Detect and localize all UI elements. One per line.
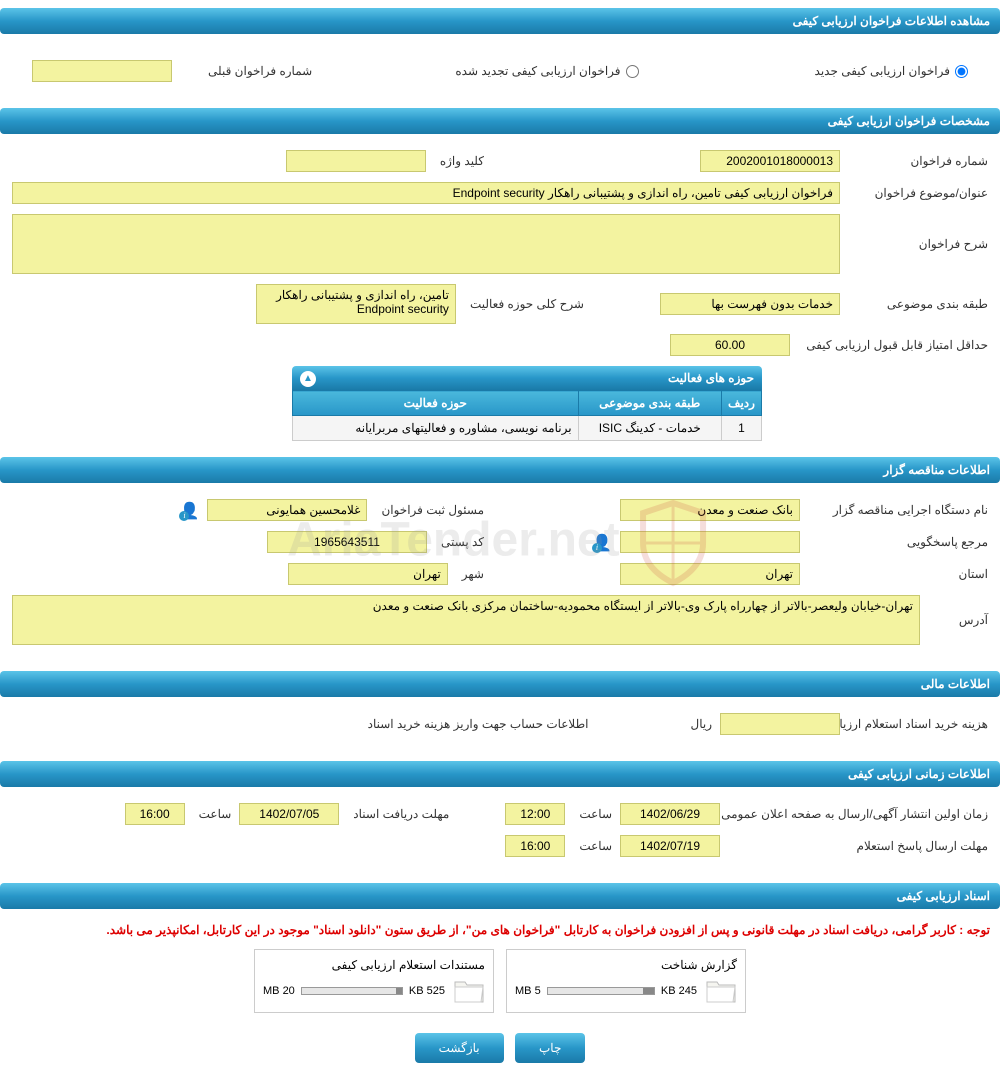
field-doc-deadline-date: 1402/07/05 <box>239 803 339 825</box>
field-subject-class: خدمات بدون فهرست بها <box>660 293 840 315</box>
label-doc-deadline: مهلت دریافت اسناد <box>347 807 449 821</box>
back-button[interactable]: بازگشت <box>415 1033 504 1063</box>
label-time-1: ساعت <box>573 807 612 821</box>
header-view-info: مشاهده اطلاعات فراخوان ارزیابی کیفی <box>0 8 1000 34</box>
col-activity: حوزه فعالیت <box>293 391 579 416</box>
field-activity-scope: تامین، راه اندازی و پشتیبانی راهکار Endp… <box>256 284 456 324</box>
label-contact: مرجع پاسخگویی <box>808 535 988 549</box>
label-call-number: شماره فراخوان <box>848 154 988 168</box>
header-specs: مشخصات فراخوان ارزیابی کیفی <box>0 108 1000 134</box>
cell-subject: خدمات - کدینگ ISIC <box>578 416 721 441</box>
label-province: استان <box>808 567 988 581</box>
field-postal: 1965643511 <box>267 531 427 553</box>
table-title-activities: حوزه های فعالیت ▲ <box>292 366 762 390</box>
documents-note: توجه : کاربر گرامی، دریافت اسناد در مهلت… <box>0 917 1000 943</box>
field-prev-call-number <box>32 60 172 82</box>
field-city: تهران <box>288 563 448 585</box>
label-first-publish: زمان اولین انتشار آگهی/ارسال به صفحه اعل… <box>728 807 988 821</box>
label-new-call: فراخوان ارزیابی کیفی جدید <box>809 64 950 78</box>
label-activity-scope: شرح کلی حوزه فعالیت <box>464 297 584 311</box>
file-title: مستندات استعلام ارزیابی کیفی <box>263 958 485 972</box>
field-min-score: 60.00 <box>670 334 790 356</box>
col-row: ردیف <box>722 391 762 416</box>
field-reg-resp: غلامحسین همایونی <box>207 499 367 521</box>
file-box: مستندات استعلام ارزیابی کیفی 525 KB 20 M… <box>254 949 494 1013</box>
label-city: شهر <box>456 567 484 581</box>
field-province: تهران <box>620 563 800 585</box>
header-financial: اطلاعات مالی <box>0 671 1000 697</box>
table-row: 1 خدمات - کدینگ ISIC برنامه نویسی، مشاور… <box>293 416 762 441</box>
progress-track <box>547 987 655 995</box>
field-contact <box>620 531 800 553</box>
header-timing: اطلاعات زمانی ارزیابی کیفی <box>0 761 1000 787</box>
cell-row-num: 1 <box>722 416 762 441</box>
label-prev-call-number: شماره فراخوان قبلی <box>202 64 312 78</box>
label-reg-resp: مسئول ثبت فراخوان <box>375 503 484 517</box>
label-response-deadline: مهلت ارسال پاسخ استعلام <box>728 839 988 853</box>
field-title: فراخوان ارزیابی کیفی تامین، راه اندازی و… <box>12 182 840 204</box>
field-purchase-cost <box>720 713 840 735</box>
field-response-deadline-date: 1402/07/19 <box>620 835 720 857</box>
field-desc <box>12 214 840 274</box>
label-keyword: کلید واژه <box>434 154 484 168</box>
label-desc: شرح فراخوان <box>848 237 988 251</box>
progress-track <box>301 987 403 995</box>
field-address: تهران-خیابان ولیعصر-بالاتر از چهارراه پا… <box>12 595 920 645</box>
file-size: 245 KB <box>661 985 697 997</box>
label-time-3: ساعت <box>573 839 612 853</box>
radio-renewed-call[interactable] <box>626 65 639 78</box>
label-address: آدرس <box>928 613 988 627</box>
field-first-publish-time: 12:00 <box>505 803 565 825</box>
file-limit: 5 MB <box>515 985 541 997</box>
label-renewed-call: فراخوان ارزیابی کیفی تجدید شده <box>449 64 620 78</box>
activity-table: ردیف طبقه بندی موضوعی حوزه فعالیت 1 خدما… <box>292 390 762 441</box>
label-time-2: ساعت <box>193 807 232 821</box>
field-response-deadline-time: 16:00 <box>505 835 565 857</box>
col-subject: طبقه بندی موضوعی <box>578 391 721 416</box>
print-button[interactable]: چاپ <box>515 1033 585 1063</box>
label-purchase-cost: هزینه خرید اسناد استعلام ارزیابی کیفی <box>848 717 988 731</box>
header-documents: اسناد ارزیابی کیفی <box>0 883 1000 909</box>
folder-icon[interactable] <box>705 978 737 1004</box>
field-call-number: 2002001018000013 <box>700 150 840 172</box>
field-keyword <box>286 150 426 172</box>
cell-activity: برنامه نویسی، مشاوره و فعالیتهای مربرایا… <box>293 416 579 441</box>
label-rial: ریال <box>684 717 712 731</box>
file-title: گزارش شناخت <box>515 958 737 972</box>
person-info-icon[interactable] <box>181 501 199 519</box>
field-org: بانک صنعت و معدن <box>620 499 800 521</box>
person-info-icon-2[interactable] <box>594 533 612 551</box>
file-limit: 20 MB <box>263 985 295 997</box>
header-tenderer: اطلاعات مناقصه گزار <box>0 457 1000 483</box>
field-first-publish-date: 1402/06/29 <box>620 803 720 825</box>
radio-new-call[interactable] <box>955 65 968 78</box>
collapse-icon[interactable]: ▲ <box>300 371 316 387</box>
file-box: گزارش شناخت 245 KB 5 MB <box>506 949 746 1013</box>
label-account-info: اطلاعات حساب جهت واریز هزینه خرید اسناد <box>448 717 588 731</box>
field-doc-deadline-time: 16:00 <box>125 803 185 825</box>
file-size: 525 KB <box>409 985 445 997</box>
label-title: عنوان/موضوع فراخوان <box>848 186 988 200</box>
label-min-score: حداقل امتیاز قابل قبول ارزیابی کیفی <box>798 338 988 352</box>
folder-icon[interactable] <box>453 978 485 1004</box>
label-org: نام دستگاه اجرایی مناقصه گزار <box>808 503 988 517</box>
label-subject-class: طبقه بندی موضوعی <box>848 297 988 311</box>
label-postal: کد پستی <box>435 535 484 549</box>
